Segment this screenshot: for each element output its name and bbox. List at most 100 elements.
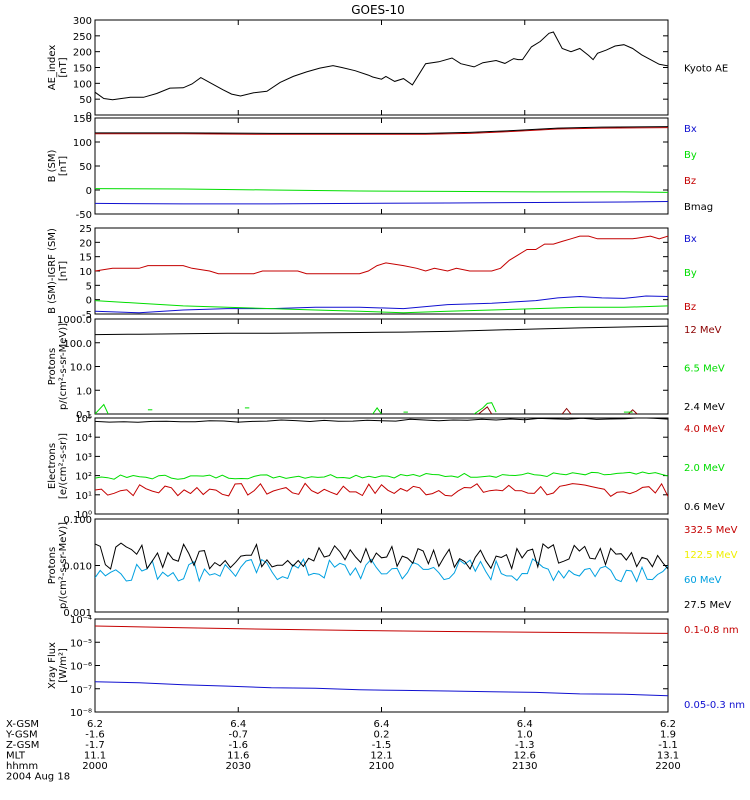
series-line: [95, 557, 668, 583]
y-tick-label: 150: [73, 64, 92, 75]
ephemeris-value: -1.6: [85, 730, 105, 741]
y-axis-label: Protons: [47, 348, 58, 385]
legend-label: Bmag: [684, 202, 713, 213]
legend-label: 332.5 MeV: [684, 525, 738, 536]
y-axis-label: B (SM)-IGRF (SM): [47, 228, 58, 314]
y-tick-label: 0.100: [63, 515, 92, 526]
legend-label: Bz: [684, 176, 696, 187]
ephemeris-value: 1.0: [517, 730, 533, 741]
y-tick-label: 100: [73, 79, 92, 90]
legend-label: 6.5 MeV: [684, 364, 725, 375]
y-tick-label: 15: [79, 253, 92, 264]
y-tick-label: 1.0: [76, 386, 92, 397]
series-line: [95, 295, 668, 314]
ephemeris-label: MLT: [6, 751, 26, 762]
ephemeris-value: 11.1: [84, 751, 106, 762]
legend-label: By: [684, 150, 697, 161]
series-line: [95, 403, 109, 414]
y-tick-label: 10³: [75, 452, 92, 463]
y-tick-label: -5: [82, 310, 92, 321]
y-tick-label: 0.010: [63, 562, 92, 573]
ephemeris-label: X-GSM: [6, 719, 39, 730]
y-axis-label: p/(cm²-s-sr-MeV)]: [58, 522, 69, 609]
y-axis-label: p/(cm²-s-sr-MeV)]: [58, 323, 69, 410]
y-axis-label: B (SM): [47, 149, 58, 182]
y-tick-label: 200: [73, 48, 92, 59]
ephemeris-value: 6.2: [87, 719, 103, 730]
legend-label: 12 MeV: [684, 325, 722, 336]
y-axis-label: [W/m²]: [58, 648, 69, 683]
series-line: [95, 201, 668, 205]
series-line: [95, 127, 668, 135]
legend-label: 0.1-0.8 nm: [684, 625, 739, 636]
ephemeris-label: hhmm: [6, 761, 38, 772]
panel-series: [95, 418, 668, 497]
legend-label: Bx: [684, 234, 697, 245]
chart-title: GOES-10: [351, 3, 405, 17]
series-line: [95, 235, 668, 275]
legend-label: 2.4 MeV: [684, 402, 725, 413]
legend-label: 60 MeV: [684, 575, 722, 586]
y-tick-label: 10⁴: [75, 433, 92, 444]
y-tick-label: 0: [86, 186, 92, 197]
panel-series: [95, 542, 668, 583]
ephemeris-label: 2004 Aug 18: [6, 772, 70, 783]
ephemeris-value: 2030: [226, 761, 251, 772]
y-tick-label: 10⁻⁷: [70, 685, 92, 696]
legend-label: 2.0 MeV: [684, 463, 725, 474]
y-axis-label: Protons: [47, 547, 58, 584]
ephemeris-label: Z-GSM: [6, 740, 39, 751]
panel-series: [95, 325, 668, 414]
ephemeris-value: -1.7: [85, 740, 105, 751]
legend-label: By: [684, 268, 697, 279]
y-axis-label: [nT]: [58, 261, 69, 281]
y-tick-label: 300: [73, 16, 92, 27]
y-axis-label: Xray Flux: [47, 642, 58, 689]
y-tick-label: 10⁻⁴: [70, 615, 92, 626]
series-line: [561, 407, 572, 414]
series-line: [95, 681, 668, 697]
y-tick-label: 1000.0: [57, 315, 92, 326]
panel-frame: [94, 417, 669, 515]
ephemeris-value: 2000: [82, 761, 107, 772]
y-tick-label: 10⁻⁶: [70, 662, 92, 673]
y-tick-label: 10.0: [70, 363, 92, 374]
y-tick-label: 0.1: [76, 410, 92, 421]
panel-series: [95, 625, 668, 697]
ephemeris-value: 6.2: [660, 719, 676, 730]
ephemeris-value: -0.7: [228, 730, 248, 741]
legend-label: 4.0 MeV: [684, 424, 725, 435]
ephemeris-value: 11.6: [227, 751, 249, 762]
y-tick-label: 10⁰: [75, 510, 92, 521]
series-line: [95, 188, 668, 193]
series-line: [95, 542, 668, 571]
legend-label: Bz: [684, 302, 696, 313]
ephemeris-value: -1.5: [372, 740, 392, 751]
ephemeris-value: -1.1: [658, 740, 678, 751]
ephemeris-value: 6.4: [230, 719, 246, 730]
series-line: [95, 471, 668, 480]
ephemeris-value: 2100: [369, 761, 394, 772]
series-line: [372, 407, 382, 414]
y-tick-label: 10²: [75, 472, 92, 483]
legend-label: 0.05-0.3 nm: [684, 700, 745, 711]
panel-frame: [94, 518, 669, 613]
panel-frame: [94, 227, 669, 315]
series-line: [95, 31, 668, 101]
legend-label: Bx: [684, 124, 697, 135]
y-tick-label: 50: [79, 162, 92, 173]
series-line: [95, 418, 668, 423]
y-tick-label: 10⁻⁸: [70, 708, 92, 719]
legend-label: 27.5 MeV: [684, 600, 731, 611]
series-line: [95, 625, 668, 634]
y-tick-label: 5: [86, 281, 92, 292]
panel-series: [95, 126, 668, 205]
y-axis-label: AE_index: [47, 45, 58, 91]
ephemeris-value: 2200: [655, 761, 680, 772]
y-tick-label: 25: [79, 224, 92, 235]
ephemeris-value: 1.9: [660, 730, 676, 741]
ephemeris-value: 6.4: [517, 719, 533, 730]
legend-label: Kyoto AE: [684, 64, 728, 75]
y-tick-label: 20: [79, 238, 92, 249]
